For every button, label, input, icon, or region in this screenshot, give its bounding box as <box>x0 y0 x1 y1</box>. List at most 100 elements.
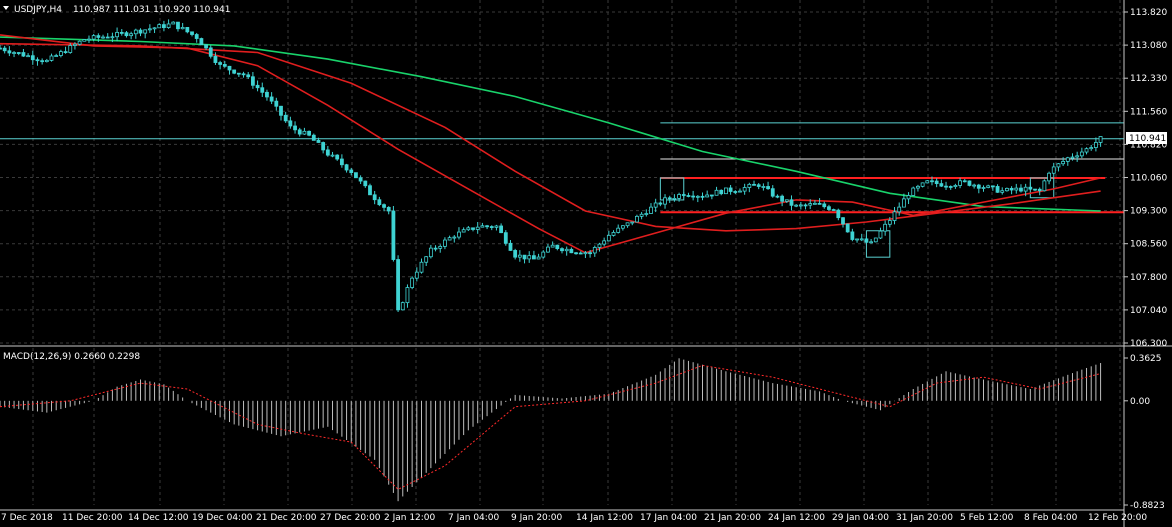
candle-body <box>887 220 892 225</box>
candle-body <box>21 52 26 57</box>
candle-body <box>236 72 241 75</box>
candle-body <box>541 251 546 258</box>
candle-body <box>199 38 204 46</box>
candle-body <box>1033 188 1037 191</box>
candle-body <box>1061 161 1066 165</box>
candle-body <box>813 202 817 205</box>
candle-body <box>499 225 504 234</box>
x-tick-label: 14 Dec 12:00 <box>128 513 189 523</box>
candle-body <box>508 242 513 251</box>
candle-body <box>447 237 452 241</box>
candle-body <box>606 234 611 242</box>
candle-body <box>869 241 873 244</box>
candle-body <box>663 197 667 205</box>
candle-body <box>1014 187 1019 191</box>
candle-body <box>82 39 87 42</box>
candle-body <box>583 252 588 255</box>
candle-body <box>222 64 227 67</box>
x-tick-label: 19 Dec 04:00 <box>192 513 253 523</box>
candle-body <box>639 213 644 217</box>
candle-body <box>363 180 368 187</box>
candle-body <box>864 238 869 243</box>
candle-body <box>939 183 944 187</box>
candle-body <box>63 51 68 54</box>
x-tick-label: 17 Jan 04:00 <box>640 513 697 523</box>
candle-body <box>218 62 223 65</box>
x-tick-label: 11 Dec 20:00 <box>62 513 123 523</box>
candle-body <box>517 254 522 258</box>
candle-body <box>152 27 157 30</box>
candle-body <box>302 130 307 135</box>
candle-body <box>700 195 705 198</box>
x-tick-label: 7 Dec 2018 <box>1 513 53 523</box>
current-price-box <box>1126 132 1167 144</box>
candle-body <box>906 195 911 200</box>
candle-body <box>129 33 134 37</box>
candle-body <box>339 158 344 166</box>
candle-body <box>831 209 836 211</box>
candle-body <box>1023 186 1028 192</box>
x-tick-label: 8 Feb 04:00 <box>1024 513 1078 523</box>
current-price: 110.941 <box>1129 134 1166 144</box>
candle-body <box>475 226 480 230</box>
candle-body <box>672 197 677 200</box>
candle-body <box>316 139 321 143</box>
y-tick-label: 110.820 <box>1130 140 1167 150</box>
candle-body <box>190 31 194 35</box>
candle-body <box>892 211 897 221</box>
candle-body <box>176 21 180 30</box>
candle-body <box>930 180 934 183</box>
candle-body <box>995 186 1000 193</box>
candle-body <box>344 164 349 171</box>
price-candles <box>0 19 1103 313</box>
candle-body <box>213 55 218 63</box>
x-tick-label: 5 Feb 12:00 <box>960 513 1014 523</box>
candle-body <box>124 32 129 37</box>
candle-body <box>400 302 405 311</box>
candle-body <box>522 254 527 260</box>
candle-body <box>443 239 447 247</box>
candle-body <box>138 29 143 34</box>
candle-body <box>424 256 429 263</box>
x-tick-label: 2 Jan 12:00 <box>384 513 436 523</box>
candle-body <box>948 186 953 188</box>
candle-body <box>536 256 541 260</box>
candle-body <box>260 87 265 93</box>
candle-body <box>405 287 410 304</box>
candle-body <box>1051 166 1056 174</box>
candle-body <box>16 52 21 54</box>
candle-body <box>73 43 77 46</box>
ma-red-slow-line <box>0 42 1101 232</box>
candle-body <box>546 246 550 253</box>
candle-body <box>756 184 761 187</box>
candle-body <box>770 188 775 197</box>
candle-body <box>194 34 199 39</box>
candle-body <box>297 129 302 135</box>
candle-body <box>578 252 583 255</box>
macd-tick-label: 0.00 <box>1130 397 1150 407</box>
candle-body <box>588 252 592 255</box>
candle-body <box>1000 190 1005 193</box>
y-tick-label: 109.300 <box>1130 207 1167 217</box>
y-tick-label: 111.560 <box>1130 107 1167 117</box>
candle-body <box>368 185 372 196</box>
candle-body <box>592 247 597 254</box>
x-tick-label: 7 Jan 04:00 <box>448 513 500 523</box>
candle-body <box>827 206 831 210</box>
candle-body <box>855 238 859 241</box>
candle-body <box>635 215 639 223</box>
candle-body <box>457 231 461 238</box>
candle-body <box>274 100 279 107</box>
candle-body <box>485 225 489 228</box>
candle-body <box>386 206 391 212</box>
candle-body <box>836 209 841 219</box>
candle-body <box>967 180 972 186</box>
candle-body <box>691 195 696 198</box>
candle-body <box>738 190 742 193</box>
candle-body <box>681 194 686 196</box>
candle-body <box>901 198 906 208</box>
candle-body <box>1070 156 1075 159</box>
chevron-down-icon[interactable] <box>3 6 9 10</box>
